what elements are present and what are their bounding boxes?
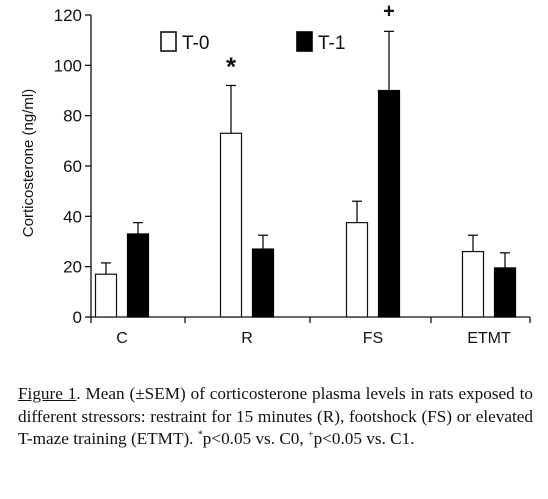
bar-t-1-etmt xyxy=(493,267,517,318)
significance-annotations: *+ xyxy=(226,0,395,81)
significance-marker: * xyxy=(226,51,237,81)
y-tick-label: 80 xyxy=(63,107,82,126)
legend-label-t-0: T-0 xyxy=(182,33,209,54)
x-tick-label: FS xyxy=(363,330,383,347)
y-axis-label: Corticosterone (ng/ml) xyxy=(20,89,37,237)
bar-t-1-r xyxy=(251,248,275,318)
x-tick-label: ETMT xyxy=(467,330,511,347)
caption-superscript-plus: + xyxy=(307,429,314,441)
figure-caption: Figure 1. Mean (±SEM) of corticosterone … xyxy=(18,383,533,451)
bar-t-0-r xyxy=(219,132,243,318)
corticosterone-bar-chart: Corticosterone (ng/ml) 0 20 40 60 80 100 120 C… xyxy=(20,0,531,347)
y-tick-label: 40 xyxy=(63,207,82,226)
bar-t-0-etmt xyxy=(461,250,485,318)
caption-text-3: p<0.05 vs. C1. xyxy=(313,429,415,448)
error-bars-group xyxy=(101,30,510,275)
caption-text-1: . Mean (±SEM) of corticosterone plasma l… xyxy=(18,384,534,448)
legend-swatch-t-1 xyxy=(296,31,313,52)
legend-label-t-1: T-1 xyxy=(318,33,345,54)
y-tick-label: 100 xyxy=(54,56,82,75)
figure-reference: Figure 1 xyxy=(18,384,77,403)
legend-swatch-t-0 xyxy=(160,31,177,52)
x-tick-label: R xyxy=(241,330,253,347)
y-tick-label: 120 xyxy=(54,6,82,25)
caption-superscript-star: * xyxy=(197,429,203,441)
y-tick-label: 0 xyxy=(73,308,82,327)
bar-t-0-c xyxy=(94,273,118,318)
y-tick-label: 20 xyxy=(63,258,82,277)
x-tick-label: C xyxy=(116,330,128,347)
bar-t-0-fs xyxy=(345,222,369,318)
y-tick-label: 60 xyxy=(63,157,82,176)
significance-marker: + xyxy=(383,0,395,22)
caption-text-2: p<0.05 vs. C0, xyxy=(202,429,308,448)
legend: T-0 T-1 xyxy=(160,31,345,54)
bar-t-1-c xyxy=(126,233,150,318)
y-axis: 0 20 40 60 80 100 120 xyxy=(54,6,92,327)
bar-t-1-fs xyxy=(377,89,401,318)
bars-group xyxy=(94,89,517,318)
x-axis: C R FS ETMT xyxy=(90,316,531,347)
